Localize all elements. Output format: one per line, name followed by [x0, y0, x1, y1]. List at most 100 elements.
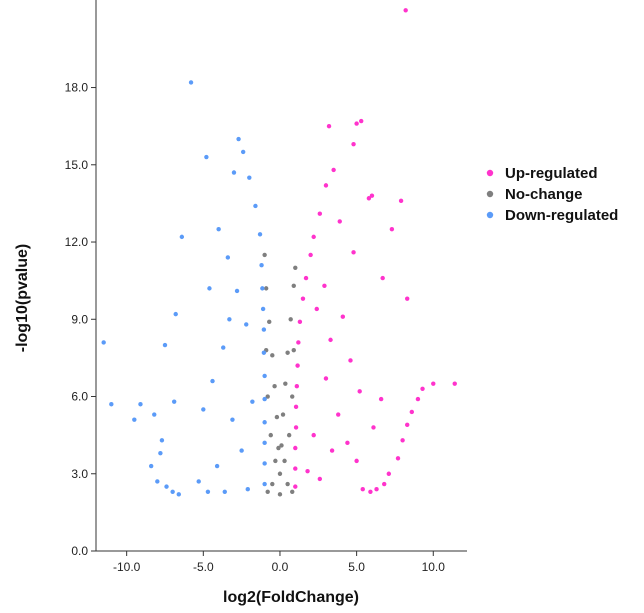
point-up-regulated — [317, 476, 323, 482]
point-up-regulated — [386, 471, 392, 476]
point-down-regulated — [109, 402, 114, 407]
point-no-change — [268, 432, 273, 438]
legend-item-nochange: No-change — [486, 186, 583, 203]
point-down-regulated — [196, 479, 201, 484]
point-down-regulated — [222, 489, 227, 494]
point-no-change — [263, 286, 269, 291]
point-down-regulated — [253, 203, 258, 209]
point-down-regulated — [152, 412, 157, 417]
point-up-regulated — [293, 404, 299, 410]
point-up-regulated — [357, 389, 362, 394]
point-up-regulated — [420, 386, 425, 391]
point-up-regulated — [403, 8, 408, 13]
point-up-regulated — [305, 468, 310, 474]
point-no-change — [277, 471, 283, 476]
point-down-regulated — [210, 378, 215, 384]
point-up-regulated — [337, 219, 342, 224]
legend-label-nochange: No-change — [505, 186, 583, 203]
point-up-regulated — [378, 396, 384, 402]
point-down-regulated — [171, 399, 177, 404]
point-up-regulated — [294, 384, 300, 389]
point-up-regulated — [340, 314, 346, 319]
legend: Up-regulated No-change Down-regulated — [486, 165, 618, 224]
point-down-regulated — [244, 322, 249, 327]
y-ticks: 0.0 3.0 6.0 9.0 12.0 15.0 18.0 — [65, 81, 96, 558]
point-up-regulated — [295, 363, 300, 368]
legend-label-up: Up-regulated — [505, 165, 598, 182]
point-up-regulated — [351, 250, 356, 255]
point-no-change — [265, 394, 270, 399]
point-up-regulated — [415, 396, 421, 402]
point-up-regulated — [345, 440, 350, 446]
y-tick-label: 0.0 — [71, 544, 88, 558]
y-axis-title: -log10(pvalue) — [14, 244, 31, 352]
point-no-change — [291, 347, 296, 353]
point-up-regulated — [431, 381, 436, 386]
point-down-regulated — [188, 80, 194, 85]
point-up-regulated — [368, 489, 373, 494]
legend-label-down: Down-regulated — [505, 207, 618, 224]
point-up-regulated — [296, 340, 301, 345]
x-axis-title: log2(FoldChange) — [223, 589, 359, 606]
point-down-regulated — [231, 170, 237, 175]
point-up-regulated — [300, 296, 306, 301]
point-down-regulated — [155, 479, 160, 484]
point-up-regulated — [380, 275, 385, 281]
point-down-regulated — [260, 306, 266, 312]
point-down-regulated — [260, 286, 265, 291]
x-tick-label: 5.0 — [348, 560, 365, 574]
point-down-regulated — [176, 492, 181, 497]
point-up-regulated — [359, 118, 364, 124]
point-down-regulated — [170, 489, 175, 494]
point-down-regulated — [179, 234, 185, 240]
point-up-regulated — [329, 448, 335, 453]
point-no-change — [270, 481, 275, 487]
point-down-regulated — [225, 255, 231, 260]
point-up-regulated — [374, 487, 379, 492]
point-no-change — [273, 458, 278, 464]
y-tick-label: 15.0 — [65, 158, 89, 172]
point-up-regulated — [297, 319, 303, 325]
point-down-regulated — [245, 487, 250, 492]
point-down-regulated — [158, 450, 163, 456]
point-up-regulated — [317, 211, 323, 216]
point-down-regulated — [247, 175, 252, 180]
point-up-regulated — [314, 306, 319, 312]
point-up-regulated — [360, 487, 365, 492]
point-no-change — [276, 445, 281, 451]
point-up-regulated — [409, 409, 415, 415]
point-down-regulated — [138, 402, 143, 407]
x-tick-label: -5.0 — [193, 560, 214, 574]
y-tick-label: 18.0 — [65, 81, 89, 95]
point-up-regulated — [348, 358, 353, 363]
y-tick-label: 12.0 — [65, 235, 89, 249]
point-down-regulated — [173, 311, 178, 317]
point-down-regulated — [216, 226, 221, 232]
point-no-change — [290, 394, 295, 399]
point-up-regulated — [395, 456, 401, 461]
point-down-regulated — [230, 417, 235, 422]
point-up-regulated — [323, 183, 329, 188]
point-up-regulated — [293, 484, 298, 489]
point-down-regulated — [101, 340, 106, 345]
point-up-regulated — [354, 458, 359, 464]
point-no-change — [286, 432, 292, 438]
point-up-regulated — [366, 196, 372, 201]
point-down-regulated — [261, 350, 267, 355]
point-down-regulated — [234, 288, 240, 294]
x-tick-label: 10.0 — [422, 560, 446, 574]
point-no-change — [272, 384, 277, 389]
point-up-regulated — [398, 198, 404, 204]
point-down-regulated — [262, 373, 267, 379]
y-tick-label: 3.0 — [71, 467, 88, 481]
point-no-change — [291, 283, 296, 288]
legend-item-up: Up-regulated — [486, 165, 598, 182]
point-down-regulated — [257, 232, 263, 237]
point-up-regulated — [405, 296, 410, 301]
point-up-regulated — [369, 193, 375, 198]
point-up-regulated — [311, 432, 316, 438]
point-down-regulated — [164, 484, 169, 489]
x-tick-label: 0.0 — [272, 560, 289, 574]
point-down-regulated — [148, 463, 154, 469]
